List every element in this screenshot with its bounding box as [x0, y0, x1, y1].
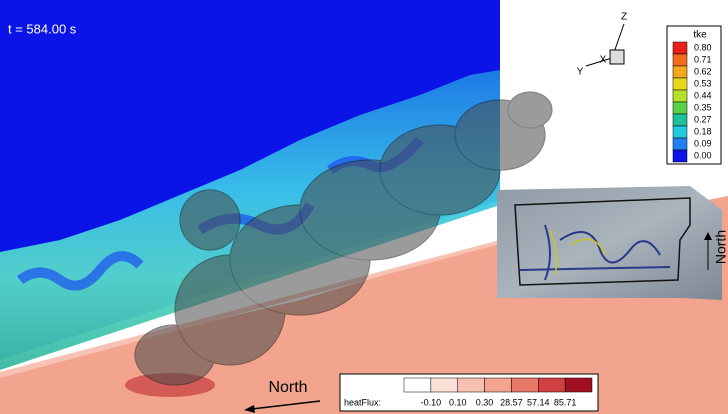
tke-label: 0.62	[694, 66, 712, 76]
heatflux-label: 0.30	[476, 397, 494, 407]
time-label: t = 584.00 s	[8, 21, 77, 36]
north-label: North	[713, 230, 728, 264]
heatflux-title: heatFlux:	[344, 397, 381, 407]
y-label: Y	[577, 67, 584, 78]
x-label: X	[600, 55, 607, 66]
tke-swatch	[673, 126, 687, 138]
tke-label: 0.53	[694, 78, 712, 88]
tke-swatch	[673, 90, 687, 102]
tke-label: 0.35	[694, 102, 712, 112]
tke-label: 0.18	[694, 126, 712, 136]
tke-label: 0.80	[694, 42, 712, 52]
heatflux-swatch	[431, 378, 458, 392]
heatflux-swatch	[511, 378, 538, 392]
north-label: North	[268, 379, 307, 396]
z-label: Z	[621, 12, 627, 23]
tke-swatch	[673, 102, 687, 114]
tke-swatch	[673, 66, 687, 78]
heatflux-swatch	[404, 378, 431, 392]
heatflux-swatch	[538, 378, 565, 392]
heatflux-label: -0.10	[421, 397, 442, 407]
tke-label: 0.71	[694, 54, 712, 64]
tke-swatch	[673, 54, 687, 66]
tke-title: tke	[693, 30, 707, 41]
tke-swatch	[673, 138, 687, 150]
tke-label: 0.00	[694, 150, 712, 160]
heatflux-swatch	[565, 378, 592, 392]
tke-swatch	[673, 114, 687, 126]
heatflux-label: 28.57	[500, 397, 523, 407]
tke-label: 0.44	[694, 90, 712, 100]
tke-swatch	[673, 78, 687, 90]
triad-cube	[610, 50, 624, 64]
tke-swatch	[673, 42, 687, 54]
heatflux-label: 57.14	[527, 397, 550, 407]
heatflux-label: 0.10	[449, 397, 467, 407]
visualization: t = 584.00 s Z X Y tke 0.80 0.71 0.62 0.53 0…	[0, 0, 728, 414]
tke-label: 0.27	[694, 114, 712, 124]
tke-label: 0.09	[694, 138, 712, 148]
heatflux-swatch	[458, 378, 485, 392]
tke-swatch	[673, 150, 687, 162]
heatflux-swatch	[485, 378, 512, 392]
heatflux-label: 85.71	[554, 397, 577, 407]
